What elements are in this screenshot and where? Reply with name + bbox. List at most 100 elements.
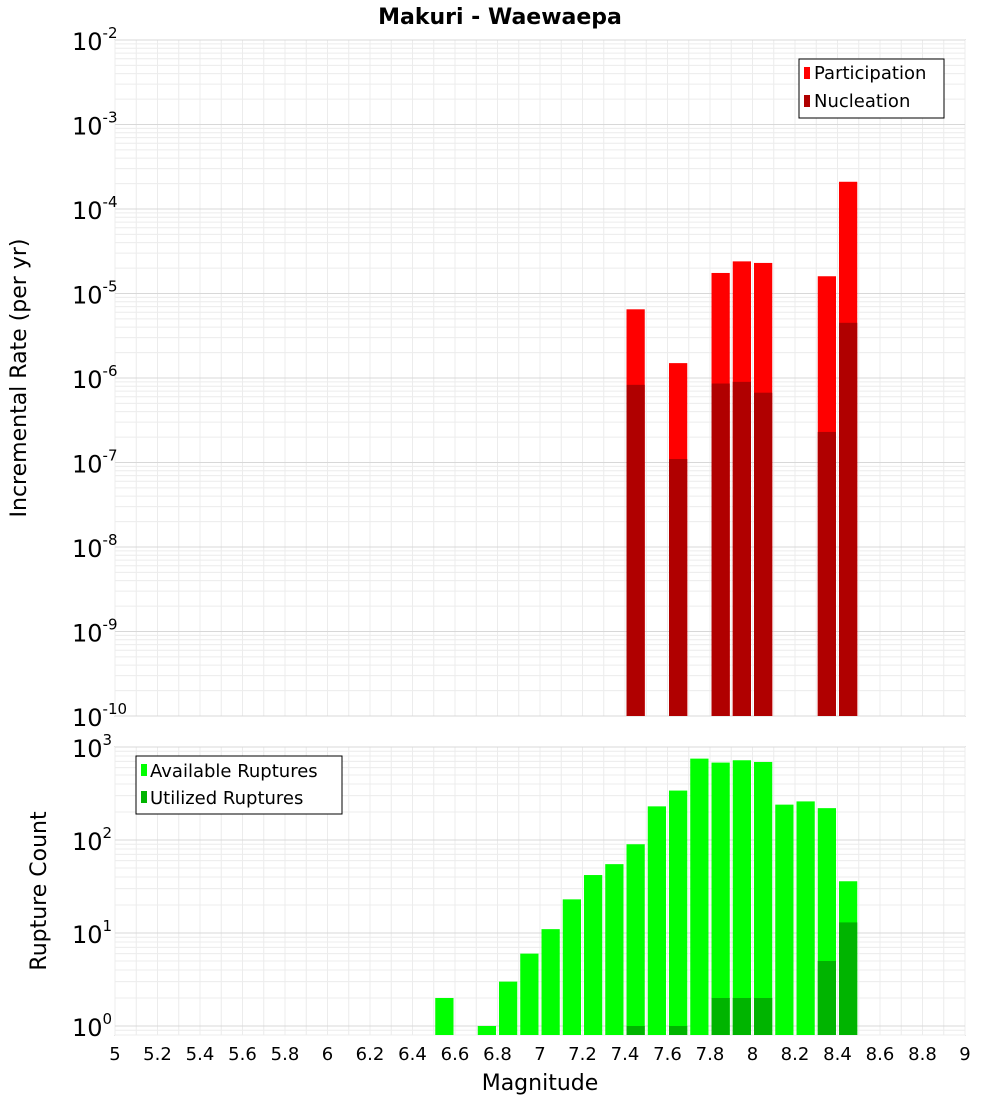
top-legend: Participation Nucleation	[798, 58, 945, 119]
x-tick-label: 9	[959, 1044, 970, 1065]
y-tick-exponent: -10	[103, 700, 128, 718]
bar-nucleation	[839, 322, 858, 716]
bar-nucleation	[626, 384, 645, 716]
y-tick-base: 10	[72, 28, 103, 56]
top-bars	[626, 181, 858, 717]
y-tick-label: 103	[72, 731, 112, 763]
y-tick-base: 10	[72, 451, 103, 479]
y-tick-label: 102	[72, 824, 112, 856]
x-tick-label: 8	[747, 1044, 758, 1065]
bar-available-ruptures	[796, 801, 815, 1035]
y-tick-label: 10-6	[72, 362, 118, 394]
y-tick-exponent: 0	[103, 1010, 113, 1028]
x-tick-label: 7.4	[611, 1044, 640, 1065]
bottom-bars	[435, 758, 858, 1035]
bar-available-ruptures	[626, 844, 645, 1035]
y-tick-base: 10	[72, 535, 103, 563]
top-grid	[114, 39, 966, 717]
bar-available-ruptures	[541, 929, 560, 1035]
x-tick-label: 8.6	[866, 1044, 895, 1065]
bar-utilized-ruptures	[817, 960, 836, 1035]
bar-available-ruptures	[499, 981, 518, 1035]
y-tick-exponent: 3	[103, 731, 113, 749]
legend-swatch-available	[141, 764, 147, 776]
y-tick-base: 10	[72, 197, 103, 225]
x-tick-label: 7.8	[696, 1044, 725, 1065]
y-tick-base: 10	[72, 921, 103, 949]
y-tick-label: 100	[72, 1010, 112, 1042]
bar-available-ruptures	[435, 997, 454, 1035]
bar-available-ruptures	[647, 806, 666, 1035]
bar-nucleation	[711, 383, 730, 716]
x-tick-label: 8.2	[781, 1044, 810, 1065]
x-tick-label: 5.2	[143, 1044, 172, 1065]
x-axis-label: Magnitude	[482, 1071, 599, 1096]
bar-available-ruptures	[520, 953, 539, 1035]
bar-utilized-ruptures	[711, 997, 730, 1035]
bar-utilized-ruptures	[669, 1025, 688, 1035]
y-tick-label: 10-8	[72, 531, 118, 563]
x-tick-label: 6.2	[356, 1044, 385, 1065]
bar-nucleation	[732, 381, 751, 716]
bar-nucleation	[817, 431, 836, 716]
y-tick-label: 10-9	[72, 616, 118, 648]
x-tick-label: 5	[109, 1044, 120, 1065]
y-tick-exponent: 1	[103, 917, 113, 935]
y-tick-exponent: -6	[103, 362, 118, 380]
y-tick-label: 10-5	[72, 278, 118, 310]
y-tick-label: 10-3	[72, 109, 118, 141]
x-tick-label: 8.4	[823, 1044, 852, 1065]
x-tick-label: 7	[534, 1044, 545, 1065]
x-tick-label: 6.6	[441, 1044, 470, 1065]
bottom-legend-box	[135, 755, 343, 815]
y-tick-exponent: -3	[103, 109, 118, 127]
y-tick-base: 10	[72, 828, 103, 856]
y-tick-label: 10-2	[72, 24, 118, 56]
bar-utilized-ruptures	[626, 1025, 645, 1035]
x-tick-label: 6	[322, 1044, 333, 1065]
y-tick-exponent: -2	[103, 24, 118, 42]
bottom-y-axis-label: Rupture Count	[27, 811, 52, 971]
y-tick-exponent: 2	[103, 824, 113, 842]
y-tick-base: 10	[72, 735, 103, 763]
x-tick-label: 5.6	[228, 1044, 257, 1065]
y-tick-label: 101	[72, 917, 112, 949]
chart-title: Makuri - Waewaepa	[378, 5, 622, 30]
legend-label-participation: Participation	[814, 63, 926, 84]
x-tick-label: 8.8	[908, 1044, 937, 1065]
bar-utilized-ruptures	[754, 997, 773, 1035]
legend-swatch-participation	[804, 67, 810, 79]
legend-label-available: Available Ruptures	[150, 761, 318, 782]
top-legend-box	[798, 58, 945, 119]
bar-available-ruptures	[732, 760, 751, 1035]
bar-available-ruptures	[562, 899, 581, 1035]
bar-available-ruptures	[711, 762, 730, 1035]
bar-available-ruptures	[669, 790, 688, 1035]
bottom-legend: Available Ruptures Utilized Ruptures	[135, 755, 343, 815]
bar-available-ruptures	[754, 761, 773, 1035]
bar-utilized-ruptures	[732, 997, 751, 1035]
y-tick-exponent: -9	[103, 616, 118, 634]
x-tick-label: 7.6	[653, 1044, 682, 1065]
x-tick-label: 5.8	[271, 1044, 300, 1065]
y-tick-exponent: -7	[103, 447, 118, 465]
y-tick-base: 10	[72, 704, 103, 732]
x-tick-label: 6.4	[398, 1044, 427, 1065]
x-tick-label: 6.8	[483, 1044, 512, 1065]
y-tick-base: 10	[72, 1014, 103, 1042]
y-tick-base: 10	[72, 620, 103, 648]
x-tick-label: 5.4	[186, 1044, 215, 1065]
legend-swatch-nucleation	[804, 95, 810, 107]
legend-label-utilized: Utilized Ruptures	[150, 788, 303, 809]
bar-available-ruptures	[605, 864, 624, 1035]
y-tick-base: 10	[72, 282, 103, 310]
legend-swatch-utilized	[141, 791, 147, 803]
bar-utilized-ruptures	[839, 922, 858, 1035]
y-tick-exponent: -8	[103, 531, 118, 549]
y-tick-exponent: -4	[103, 193, 118, 211]
bar-available-ruptures	[584, 875, 603, 1035]
x-tick-labels: 5 5.2 5.4 5.6 5.8 6 6.2 6.4 6.6 6.8 7 7.2 7.4 7.6 7.8 8…	[109, 1044, 970, 1065]
x-tick-label: 7.2	[568, 1044, 597, 1065]
